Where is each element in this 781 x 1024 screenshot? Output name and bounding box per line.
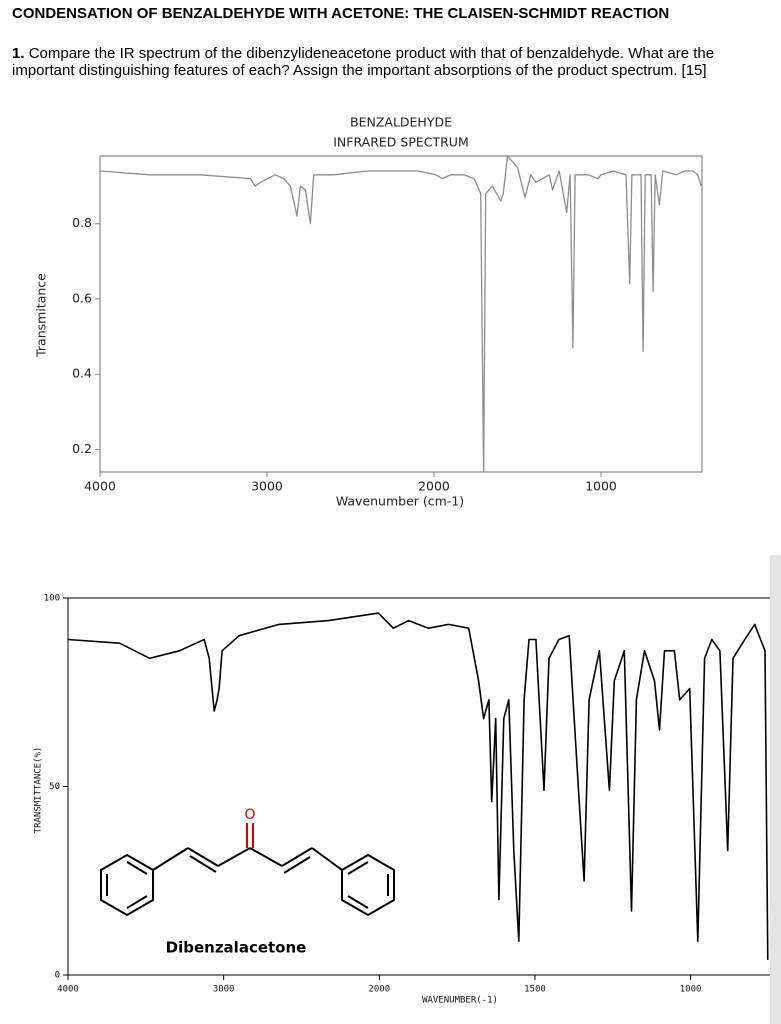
x-tick-label: 4000 — [84, 479, 116, 494]
y-tick-label: 50 — [49, 782, 60, 792]
spectrum-line — [99, 155, 702, 473]
chart-subtitle: INFRARED SPECTRUM — [333, 135, 469, 150]
x-tick-label: 1500 — [524, 985, 546, 995]
y-axis-label: Transmitance — [34, 273, 49, 358]
x-axis-label: WAVENUMBER(-1) — [422, 996, 498, 1006]
question-number: 1. — [12, 45, 25, 62]
question: 1. Compare the IR spectrum of the dibenz… — [12, 45, 764, 79]
chart-title: BENZALDEHYDE — [350, 115, 452, 130]
x-tick-label: 4000 — [57, 985, 79, 995]
scrollbar — [770, 555, 781, 1024]
y-tick-label: 0 — [55, 971, 60, 981]
x-tick-label: 2000 — [418, 479, 450, 494]
x-tick-label: 1000 — [680, 985, 702, 995]
y-tick-label: 0.4 — [72, 366, 92, 381]
y-tick-label: 0.6 — [72, 290, 92, 305]
spectrum-line — [67, 612, 769, 960]
plot-frame — [99, 155, 703, 473]
x-tick-label: 3000 — [213, 985, 235, 995]
y-tick-label: 0.2 — [72, 441, 92, 456]
x-axis-label: Wavenumber (cm-1) — [336, 494, 464, 509]
y-axis-label: TRANSMITTANCE(%) — [34, 747, 44, 834]
compound-label: Dibenzalacetone — [166, 939, 307, 957]
question-text: Compare the IR spectrum of the dibenzyli… — [12, 45, 715, 79]
oxygen-label: O — [244, 807, 255, 823]
y-tick-label: 0.8 — [72, 215, 92, 230]
page-title: CONDENSATION OF BENZALDEHYDE WITH ACETON… — [12, 5, 670, 22]
x-tick-label: 2000 — [368, 985, 390, 995]
x-tick-label: 1000 — [585, 479, 617, 494]
x-tick-label: 3000 — [251, 479, 283, 494]
y-tick-label: 100 — [44, 594, 60, 604]
molecule — [100, 823, 395, 917]
